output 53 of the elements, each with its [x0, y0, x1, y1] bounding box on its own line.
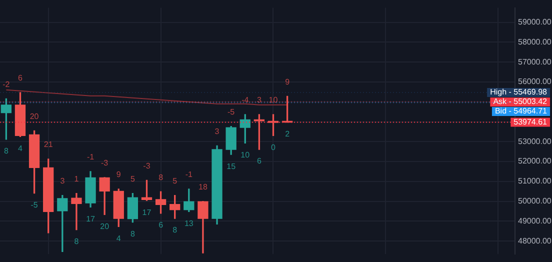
annotation: -5 — [228, 108, 236, 117]
y-tick-label: 59000.00 — [518, 18, 552, 27]
annotation: 5 — [172, 176, 178, 186]
y-tick-label: 50000.00 — [518, 196, 552, 206]
annotation: 18 — [198, 182, 208, 192]
annotation: 6 — [158, 220, 164, 230]
annotation: 21 — [44, 140, 54, 150]
candlestick — [71, 193, 82, 230]
annotation: -3 — [143, 161, 151, 170]
annotation: 17 — [86, 214, 96, 224]
annotation: 1 — [74, 174, 80, 184]
annotation: 8 — [158, 172, 164, 182]
y-tick-label: 56000.00 — [518, 77, 552, 86]
annotation: -2 — [2, 80, 10, 89]
annotation: 6 — [18, 74, 24, 83]
ref-line-label: High - 55469.98 — [490, 88, 548, 97]
annotation: 8 — [172, 226, 178, 235]
y-tick-label: 49000.00 — [518, 216, 552, 226]
annotation: 9 — [285, 77, 290, 86]
y-tick-label: 57000.00 — [518, 57, 552, 66]
annotation: 3 — [256, 96, 262, 105]
annotation: 17 — [142, 208, 152, 217]
y-tick-label: 52000.00 — [518, 156, 552, 166]
annotation: 9 — [116, 170, 122, 180]
annotation: 13 — [184, 218, 194, 228]
annotation: 15 — [226, 162, 236, 171]
annotation: 2 — [285, 129, 290, 138]
y-tick-label: 51000.00 — [518, 176, 552, 186]
annotation: -3 — [101, 158, 109, 168]
annotation: 20 — [100, 222, 110, 231]
annotation: -1 — [86, 152, 95, 162]
y-tick-label: 53000.00 — [518, 136, 552, 146]
annotation: -4 — [242, 96, 250, 105]
annotation: -1 — [185, 170, 194, 180]
annotation: -5 — [30, 200, 38, 210]
annotation: 8 — [74, 236, 80, 246]
annotation: 4 — [18, 144, 24, 153]
annotation: 6 — [256, 156, 262, 166]
annotation: 4 — [116, 234, 122, 243]
ref-line-label: Ask - 55003.42 — [493, 97, 548, 106]
annotation: 8 — [130, 229, 136, 238]
annotation: 0 — [271, 142, 276, 152]
ref-line-label: Bid - 54964.71 — [494, 106, 548, 116]
annotation: 20 — [30, 112, 40, 121]
annotation: 10 — [240, 150, 250, 160]
annotation: 8 — [4, 146, 9, 156]
annotation: 3 — [214, 126, 220, 136]
annotation: 5 — [130, 174, 136, 184]
ref-line-label: 53974.61 — [514, 117, 548, 126]
annotation: 10 — [268, 96, 278, 105]
annotation: 3 — [60, 176, 66, 186]
y-tick-label: 58000.00 — [518, 37, 552, 46]
y-tick-label: 48000.00 — [518, 236, 552, 246]
